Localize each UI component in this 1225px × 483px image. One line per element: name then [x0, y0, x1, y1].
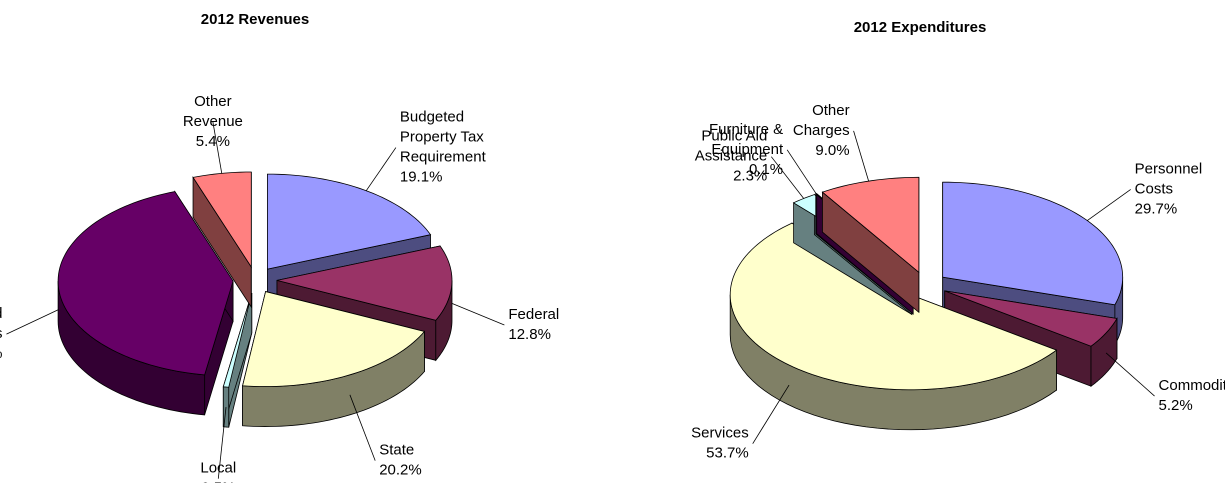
leader-line: [752, 384, 790, 444]
slice-label: Furniture & Equipment: [709, 121, 784, 158]
slice-value-label: 12.8%: [508, 326, 551, 343]
slice-value-label: 42.0%: [0, 345, 2, 362]
pie-slice: [57, 190, 234, 416]
leader-line: [365, 147, 397, 191]
slice-top: [821, 176, 920, 274]
slice-label: Other Charges: [793, 102, 850, 139]
slice-label: Fees andServices: [0, 305, 2, 342]
leader-line: [212, 121, 223, 174]
leader-line: [853, 130, 870, 182]
slice-top: [222, 292, 253, 388]
slice-value-label: 53.7%: [706, 445, 749, 462]
pie-slice: [821, 176, 920, 314]
leader-line: [1105, 352, 1155, 397]
slice-value-label: 2.3%: [733, 168, 767, 185]
leader-line: [770, 156, 805, 199]
slice-label: Personnel Costs: [1135, 160, 1203, 197]
slice-label: Budgeted Property Tax Requirement: [400, 109, 487, 166]
slice-top: [729, 222, 1058, 391]
slice-label: Federal: [508, 306, 559, 323]
leader-line: [6, 309, 59, 335]
slice-value-label: 5.2%: [1159, 397, 1193, 414]
slice-top: [192, 171, 252, 269]
slice-label: Commodities: [1159, 377, 1225, 394]
slice-value-label: 5.4%: [196, 133, 230, 150]
slice-top: [944, 290, 1118, 347]
slice-label: Public Aid Assistance: [695, 128, 768, 165]
leader-line: [451, 303, 505, 326]
chart-title: 2012 Revenues: [201, 11, 309, 28]
slice-label: State: [379, 442, 414, 459]
slice-top: [267, 173, 432, 270]
slice-top: [276, 245, 453, 321]
slice-label: Services: [691, 425, 749, 442]
slice-value-label: 29.7%: [1135, 200, 1178, 217]
slice-value-label: 20.2%: [379, 462, 422, 479]
slice-value-label: 0.1%: [749, 161, 783, 178]
slice-label: Local: [200, 460, 236, 477]
pie-slice: [222, 292, 253, 428]
slice-top: [57, 191, 234, 376]
slice-value-label: 19.1%: [400, 169, 443, 186]
leader-line: [786, 149, 817, 195]
leader-line: [1087, 189, 1131, 221]
slice-value-label: 9.0%: [815, 142, 849, 159]
slice-top: [242, 291, 426, 387]
pie-slice: [192, 171, 252, 309]
slice-label: Other Revenue: [183, 93, 243, 130]
slice-value-label: 0.5%: [201, 480, 235, 483]
pie-slice: [242, 291, 426, 427]
leader-line: [217, 406, 227, 479]
chart-title: 2012 Expenditures: [854, 19, 987, 36]
leader-line: [349, 394, 376, 461]
